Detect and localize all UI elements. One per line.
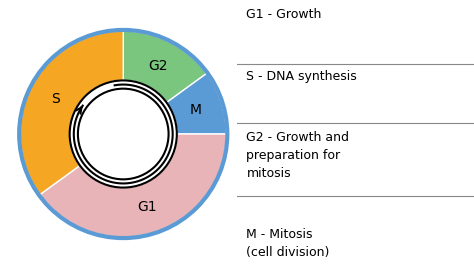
Text: G2: G2	[148, 59, 168, 73]
Text: M: M	[190, 103, 202, 117]
Wedge shape	[123, 31, 207, 102]
Text: G1: G1	[137, 199, 156, 214]
Text: S - DNA synthesis: S - DNA synthesis	[246, 70, 357, 83]
Text: G1 - Growth: G1 - Growth	[246, 8, 322, 21]
Wedge shape	[40, 134, 226, 237]
Text: G2 - Growth and
preparation for
mitosis: G2 - Growth and preparation for mitosis	[246, 131, 349, 180]
Wedge shape	[20, 31, 123, 195]
Text: S: S	[51, 92, 60, 106]
Wedge shape	[166, 73, 226, 134]
Text: M - Mitosis
(cell division): M - Mitosis (cell division)	[246, 228, 330, 259]
Circle shape	[70, 80, 177, 188]
